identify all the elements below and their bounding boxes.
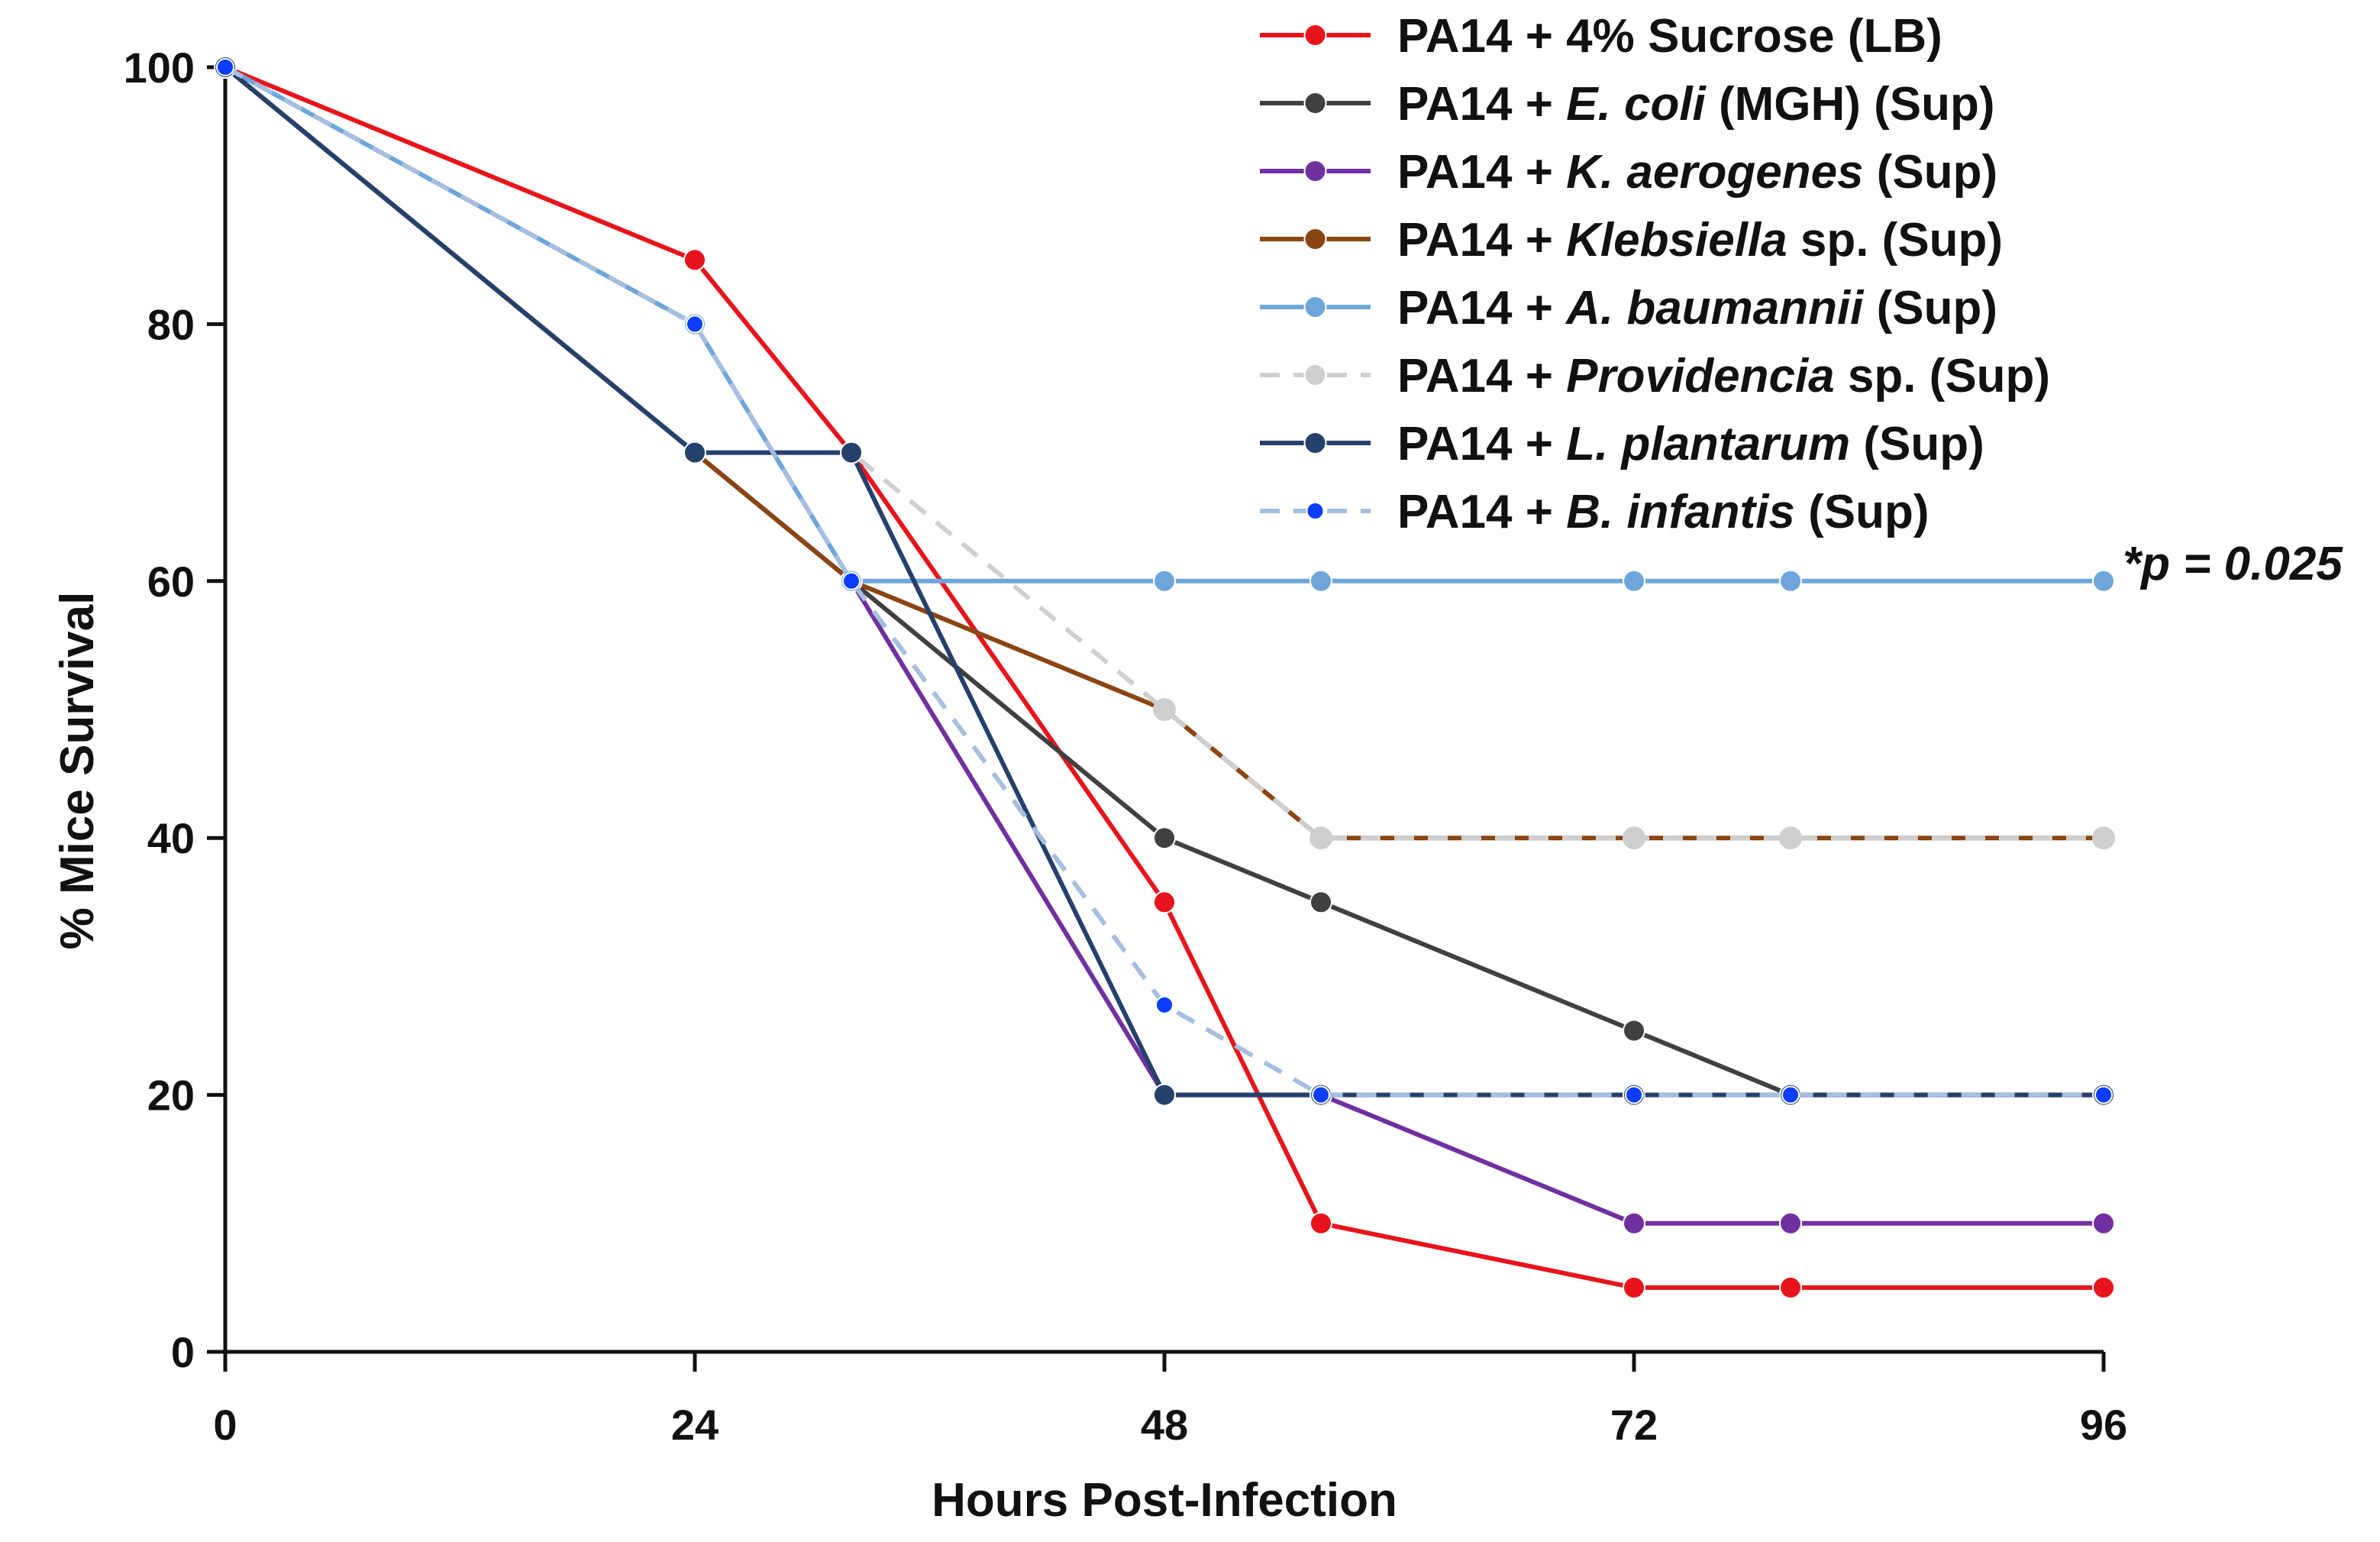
legend-item: PA14 + A. baumannii (Sup) xyxy=(1260,282,1997,335)
data-point xyxy=(1309,891,1332,914)
series-line xyxy=(224,65,2104,1098)
x-tick-label: 96 xyxy=(2080,1401,2127,1449)
data-point xyxy=(1623,1275,1645,1299)
x-axis-title: Hours Post-Infection xyxy=(932,1474,1397,1527)
x-tick-label: 24 xyxy=(671,1401,719,1449)
x-tick-label: 72 xyxy=(1610,1401,1658,1449)
p-value-annotation: *p = 0.025 xyxy=(2123,538,2343,590)
legend-item: PA14 + L. plantarum (Sup) xyxy=(1260,418,1984,470)
legend-swatch-marker xyxy=(1303,160,1327,183)
data-point xyxy=(1153,1083,1176,1107)
x-tick-label: 0 xyxy=(213,1401,237,1449)
legend-label: PA14 + A. baumannii (Sup) xyxy=(1397,282,1997,335)
legend-item: PA14 + K. aerogenes (Sup) xyxy=(1260,146,1997,199)
data-point xyxy=(1153,891,1176,914)
series-line xyxy=(224,65,2104,841)
legend-item: PA14 + Providencia sp. (Sup) xyxy=(1260,350,2050,402)
legend-item: PA14 + B. infantis (Sup) xyxy=(1260,486,1929,538)
legend: PA14 + 4% Sucrose (LB) PA14 + E. coli (MG… xyxy=(1260,10,2050,538)
data-point xyxy=(1153,698,1176,721)
data-point xyxy=(1623,569,1645,593)
data-point xyxy=(2092,569,2115,593)
data-point xyxy=(1155,995,1174,1014)
data-point xyxy=(1153,569,1176,593)
legend-label: PA14 + Providencia sp. (Sup) xyxy=(1397,350,2050,402)
legend-label: PA14 + Klebsiella sp. (Sup) xyxy=(1397,214,2003,267)
legend-swatch-marker xyxy=(1303,92,1327,115)
data-point xyxy=(1779,826,1802,850)
data-point xyxy=(686,315,704,334)
data-point xyxy=(842,571,861,590)
data-point xyxy=(2094,1085,2113,1104)
data-point xyxy=(1309,569,1332,593)
legend-swatch-marker xyxy=(1303,228,1327,251)
legend-swatch-marker xyxy=(1303,432,1327,454)
series-line xyxy=(224,65,2104,1290)
series-7 xyxy=(216,58,2113,1104)
legend-label: PA14 + 4% Sucrose (LB) xyxy=(1397,10,1942,63)
y-tick-label: 60 xyxy=(147,558,195,606)
data-point xyxy=(1309,1211,1332,1235)
y-tick-label: 80 xyxy=(147,300,195,348)
legend-swatch-marker xyxy=(1303,296,1327,318)
x-tick-label: 48 xyxy=(1141,1401,1188,1449)
y-tick-label: 100 xyxy=(124,44,195,92)
y-tick-label: 20 xyxy=(147,1072,195,1120)
data-point xyxy=(1625,1085,1643,1104)
series-0 xyxy=(214,56,2115,1299)
data-point xyxy=(1153,826,1176,850)
data-point xyxy=(216,58,234,76)
data-point xyxy=(1623,826,1645,850)
data-point xyxy=(1623,1211,1645,1235)
y-tick-label: 0 xyxy=(171,1328,195,1376)
y-tick-label: 40 xyxy=(147,814,195,862)
data-point xyxy=(1623,1019,1645,1043)
series-layer xyxy=(214,56,2115,1299)
data-point xyxy=(1781,1085,1800,1104)
data-point xyxy=(2092,1211,2115,1235)
data-point xyxy=(1779,1211,1802,1235)
legend-swatch-marker xyxy=(1303,24,1327,47)
legend-label: PA14 + B. infantis (Sup) xyxy=(1397,486,1929,538)
data-point xyxy=(2092,1275,2115,1299)
legend-label: PA14 + L. plantarum (Sup) xyxy=(1397,418,1984,470)
data-point xyxy=(683,248,706,272)
data-point xyxy=(683,441,706,464)
data-point xyxy=(1779,1275,1802,1299)
legend-item: PA14 + Klebsiella sp. (Sup) xyxy=(1260,214,2003,267)
data-point xyxy=(1312,1085,1330,1104)
y-axis-title: % Mice Survival xyxy=(51,592,104,950)
legend-swatch-marker xyxy=(1306,502,1325,520)
legend-item: PA14 + E. coli (MGH) (Sup) xyxy=(1260,78,1995,131)
legend-item: PA14 + 4% Sucrose (LB) xyxy=(1260,10,1942,63)
legend-label: PA14 + K. aerogenes (Sup) xyxy=(1397,146,1997,199)
legend-label: PA14 + E. coli (MGH) (Sup) xyxy=(1397,78,1995,131)
data-point xyxy=(2092,826,2115,850)
data-point xyxy=(1309,826,1332,850)
data-point xyxy=(1779,569,1802,593)
legend-swatch-marker xyxy=(1303,364,1327,386)
data-point xyxy=(840,441,863,464)
